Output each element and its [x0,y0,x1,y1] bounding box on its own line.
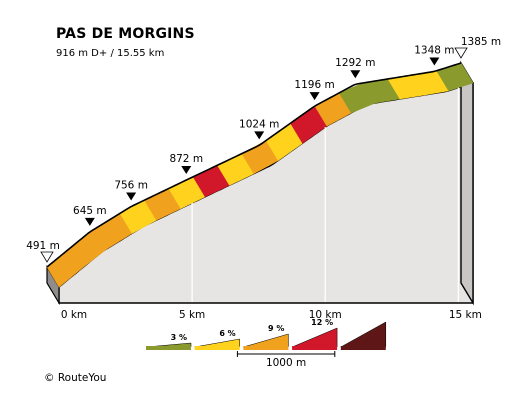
distance-tick-label: 10 km [309,309,342,321]
profile-wall [58,82,474,304]
copyright-notice: © RouteYou [44,372,107,384]
elevation-label: 1292 m [335,57,375,69]
legend-scale-label: 1000 m [266,357,306,369]
elevation-label: 1385 m [461,36,501,48]
legend-swatch-base [194,346,240,350]
elevation-marker [350,70,361,79]
elevation-label: 645 m [73,205,107,217]
legend-swatch-base [243,346,289,350]
legend-label: 9 % [268,324,284,333]
elevation-marker [84,217,95,226]
legend-swatch-base [146,346,191,350]
start-marker [40,251,54,263]
elevation-label: 1196 m [294,79,334,91]
legend-swatch [243,333,289,348]
legend-swatch [194,338,240,348]
elevation-label: 1024 m [239,118,279,130]
distance-tick-label: 0 km [61,309,87,321]
profile-end-side [460,60,474,306]
elevation-marker [254,131,265,140]
legend-label: 6 % [219,329,235,338]
elevation-marker [309,92,320,101]
legend-label: 12 % [311,318,333,327]
distance-tick-label: 5 km [179,309,205,321]
legend-swatch [292,327,338,348]
elevation-label: 756 m [114,180,148,192]
legend-swatch-base [340,346,386,350]
elevation-label: 872 m [169,153,203,165]
elevation-marker [126,192,137,201]
elevation-label: 1348 m [414,44,454,56]
legend-swatch [339,321,387,348]
elevation-marker [429,57,440,66]
legend-label: 3 % [171,333,187,342]
chart-subtitle: 916 m D+ / 15.55 km [56,48,165,59]
finish-marker [454,47,468,59]
elevation-label: 491 m [26,240,60,252]
elevation-marker [181,166,192,175]
profile-ridge-line [46,62,462,268]
distance-tick-label: 15 km [449,309,482,321]
legend-swatch-base [292,346,338,350]
chart-title: PAS DE MORGINS [56,26,195,42]
